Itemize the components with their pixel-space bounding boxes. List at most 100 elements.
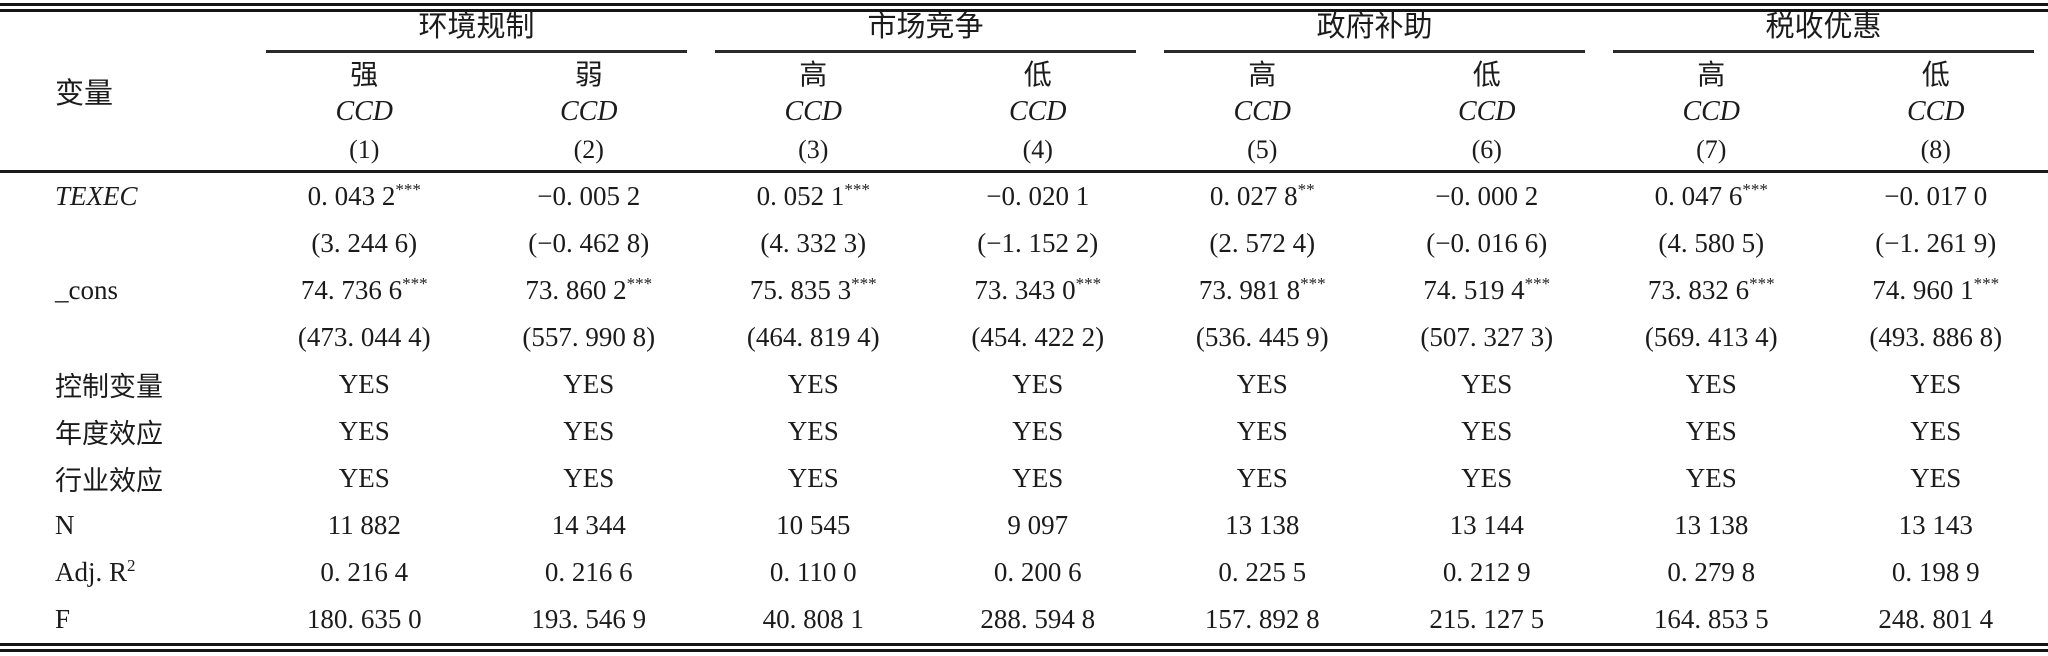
- significance-stars: ***: [1075, 273, 1102, 293]
- table-row-year-effects: 年度效应 YES YES YES YES YES YES YES YES: [0, 408, 2048, 455]
- significance-stars: ***: [1749, 273, 1775, 293]
- row-label: [0, 220, 252, 267]
- significance-stars: ***: [402, 273, 428, 293]
- table-cell: YES: [787, 462, 839, 493]
- table-cell: 9 097: [1007, 509, 1069, 540]
- group-underline: [715, 50, 1136, 53]
- table-cell: −0. 005 2: [476, 169, 701, 220]
- table-cell: 11 882: [327, 509, 401, 540]
- subgroup-label: 低: [1472, 60, 1501, 91]
- significance-stars: ***: [851, 273, 877, 293]
- table-cell: YES: [338, 462, 390, 493]
- column-number: (7): [1696, 135, 1727, 165]
- table-cell: 0. 110 0: [769, 556, 857, 587]
- table-cell: (454. 422 2): [971, 321, 1105, 352]
- subgroup-label: 低: [1023, 60, 1052, 91]
- subgroup-label: 低: [1921, 60, 1950, 91]
- dep-var-label: CCD: [335, 96, 394, 127]
- table-cell: YES: [787, 368, 839, 399]
- significance-stars: **: [1297, 179, 1315, 199]
- row-label: F: [55, 603, 71, 634]
- dep-var-label: CCD: [1682, 96, 1741, 127]
- group-underline: [266, 50, 687, 53]
- subgroup-label: 强: [350, 60, 379, 91]
- table-cell: (−0. 016 6): [1426, 227, 1548, 258]
- table-cell: (−0. 462 8): [528, 227, 650, 258]
- table-cell: 180. 635 0: [306, 603, 422, 634]
- column-number: (2): [573, 135, 604, 165]
- table-row-adj-r2: Adj. R2 0. 216 4 0. 216 6 0. 110 0 0. 20…: [0, 549, 2048, 596]
- table-cell: YES: [563, 415, 615, 446]
- table-cell: YES: [1236, 462, 1288, 493]
- table-cell: (473. 044 4): [297, 321, 431, 352]
- table-cell: −0. 000 2: [1374, 169, 1599, 220]
- table-cell: 13 138: [1225, 509, 1300, 540]
- table-cell: 0. 200 6: [993, 556, 1082, 587]
- row-label: Adj. R2: [55, 555, 136, 587]
- table-cell: 0. 043 2***: [252, 169, 477, 220]
- table-cell: 14 344: [551, 509, 626, 540]
- table-cell: 74. 736 6***: [300, 273, 428, 305]
- table-cell: YES: [1012, 415, 1064, 446]
- table-cell: YES: [1236, 368, 1288, 399]
- table-cell: 0. 047 6***: [1599, 169, 1824, 220]
- table-cell: 13 138: [1674, 509, 1749, 540]
- dep-var-label: CCD: [1008, 96, 1067, 127]
- table-cell: YES: [1012, 462, 1064, 493]
- table-cell: YES: [1910, 415, 1962, 446]
- table-cell: 0. 216 6: [544, 556, 633, 587]
- row-label: N: [55, 509, 75, 540]
- column-number: (6): [1471, 135, 1502, 165]
- table-header: 变量 环境规制 市场竞争 政府补助 税收优惠 强 弱 高 低 高 低 高 低 C…: [0, 12, 2048, 171]
- table-cell: YES: [1461, 368, 1513, 399]
- dep-var-label: CCD: [1906, 96, 1965, 127]
- table-cell: 0. 052 1***: [701, 169, 926, 220]
- column-number: (3): [798, 135, 829, 165]
- corner-label: 变量: [55, 77, 114, 110]
- table-cell: YES: [1012, 368, 1064, 399]
- row-label: 行业效应: [55, 465, 163, 496]
- regression-table: 变量 环境规制 市场竞争 政府补助 税收优惠 强 弱 高 低 高 低 高 低 C…: [0, 12, 2048, 643]
- row-label: 年度效应: [55, 418, 163, 449]
- significance-stars: ***: [1742, 179, 1768, 199]
- corner-header: 变量: [0, 12, 252, 171]
- table-cell: YES: [1685, 415, 1737, 446]
- table-cell: YES: [338, 368, 390, 399]
- column-number-row: (1) (2) (3) (4) (5) (6) (7) (8): [0, 131, 2048, 171]
- table-cell: 74. 519 4***: [1423, 273, 1551, 305]
- table-cell: 248. 801 4: [1878, 603, 1994, 634]
- table-cell: YES: [1685, 462, 1737, 493]
- column-number: (4): [1022, 135, 1053, 165]
- significance-stars: ***: [395, 179, 421, 199]
- top-rule: [0, 3, 2048, 12]
- table-cell: 73. 860 2***: [525, 273, 653, 305]
- subgroup-label: 高: [1248, 60, 1277, 91]
- group-header-tax-incentive: 税收优惠: [1599, 12, 2048, 53]
- table-cell: (507. 327 3): [1420, 321, 1554, 352]
- table-cell: YES: [1910, 462, 1962, 493]
- table-cell: YES: [1461, 415, 1513, 446]
- table-cell: YES: [338, 415, 390, 446]
- table-cell: (569. 413 4): [1644, 321, 1778, 352]
- table-row-texec-tstat: (3. 244 6) (−0. 462 8) (4. 332 3) (−1. 1…: [0, 220, 2048, 267]
- column-number: (1): [349, 135, 380, 165]
- group-header-env-regulation: 环境规制: [252, 12, 701, 53]
- table-cell: (2. 572 4): [1209, 227, 1316, 258]
- row-label: [0, 314, 252, 361]
- table-cell: YES: [1236, 415, 1288, 446]
- table-cell: YES: [1461, 462, 1513, 493]
- table-cell: 0. 216 4: [320, 556, 409, 587]
- table-cell: 13 144: [1449, 509, 1524, 540]
- subgroup-label: 高: [1697, 60, 1726, 91]
- subgroup-header-row: 强 弱 高 低 高 低 高 低: [0, 53, 2048, 93]
- table-cell: (4. 332 3): [760, 227, 867, 258]
- significance-stars: ***: [626, 273, 653, 293]
- table-cell: (557. 990 8): [522, 321, 656, 352]
- dep-var-label: CCD: [1233, 96, 1292, 127]
- table-row-controls: 控制变量 YES YES YES YES YES YES YES YES: [0, 361, 2048, 408]
- table-row-texec: TEXEC 0. 043 2*** −0. 005 2 0. 052 1*** …: [0, 169, 2048, 220]
- group-underline: [1613, 50, 2034, 53]
- significance-stars: ***: [844, 179, 870, 199]
- table-row-n: N 11 882 14 344 10 545 9 097 13 138 13 1…: [0, 502, 2048, 549]
